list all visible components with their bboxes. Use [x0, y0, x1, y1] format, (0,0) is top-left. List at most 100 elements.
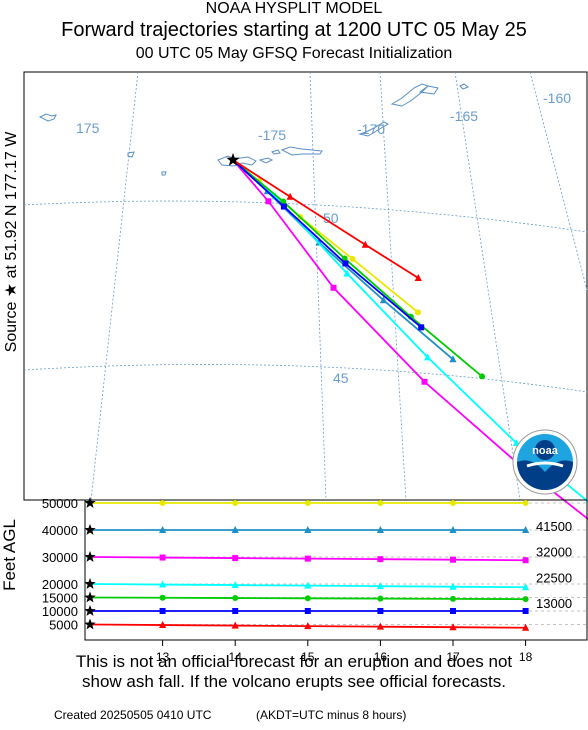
track-point — [424, 353, 432, 361]
title-model: NOAA HYSPLIT MODEL — [205, 0, 383, 17]
lon-label: -165 — [450, 108, 478, 124]
track-line — [232, 159, 588, 521]
height-point — [522, 608, 529, 614]
height-point — [522, 557, 529, 564]
x-tick-label: 14 — [229, 650, 243, 664]
island-6 — [280, 146, 323, 156]
track-point — [342, 260, 349, 267]
height-source-star — [84, 551, 96, 562]
track-point — [343, 269, 351, 277]
height-point — [232, 608, 239, 614]
y-tick-label: 20000 — [42, 577, 78, 592]
y-tick-label: 50000 — [42, 496, 78, 511]
y-tick-label: 10000 — [42, 604, 78, 619]
lat-45-line — [23, 364, 588, 393]
created-timestamp: Created 20250505 0410 UTC — [54, 708, 212, 722]
lon-label: 175 — [76, 120, 100, 136]
right-height-label: 13000 — [536, 596, 572, 611]
y-tick-label: 5000 — [49, 618, 78, 633]
track-series-5 — [232, 159, 425, 331]
height-point — [232, 500, 239, 506]
y-tick-label: 40000 — [42, 523, 78, 538]
logo-text: noaa — [532, 445, 559, 457]
track-point — [330, 284, 337, 291]
height-point — [522, 526, 530, 533]
title-main: Forward trajectories starting at 1200 UT… — [61, 19, 527, 41]
track-point — [286, 192, 294, 200]
track-point — [341, 255, 348, 262]
height-point — [522, 623, 530, 631]
lon-175-line — [90, 71, 139, 501]
height-point — [450, 556, 456, 563]
y-tick-label: 15000 — [42, 591, 78, 606]
source-star-icon — [226, 153, 240, 166]
height-point — [450, 608, 456, 614]
disclaimer-line-2: show ash fall. If the volcano erupts see… — [82, 672, 506, 691]
island-10 — [459, 83, 470, 90]
timezone-note: (AKDT=UTC minus 8 hours) — [256, 708, 407, 722]
height-point — [522, 583, 530, 591]
map-grid-labels: 175 -175 -170 -165 -160 50 45 — [76, 90, 571, 386]
title-init: 00 UTC 05 May GFSQ Forecast Initializati… — [135, 45, 453, 62]
island-0 — [38, 113, 57, 122]
track-line — [232, 159, 419, 279]
island-9 — [418, 85, 439, 95]
height-series-5 — [84, 605, 529, 616]
track-point — [379, 296, 388, 304]
height-series — [84, 497, 530, 631]
height-point — [377, 500, 384, 506]
height-point — [376, 622, 384, 630]
height-gridlines — [85, 502, 587, 625]
track-point — [449, 355, 457, 363]
track-point — [315, 238, 323, 246]
island-7 — [358, 121, 390, 137]
track-point — [421, 378, 428, 385]
height-panel-frame — [84, 499, 588, 641]
height-point — [232, 595, 239, 602]
height-point — [449, 526, 457, 533]
track-point — [414, 273, 422, 281]
x-tick-label: 16 — [374, 650, 388, 664]
x-tick-label: 13 — [156, 650, 170, 664]
height-source-star — [84, 605, 96, 616]
trajectory-tracks — [232, 159, 588, 521]
island-5 — [271, 149, 281, 155]
right-height-label: 32000 — [536, 545, 572, 560]
lon-label: -175 — [258, 127, 286, 143]
map-landmasses — [38, 83, 470, 176]
height-series-6 — [84, 618, 530, 631]
disclaimer: This is not an official forecast for an … — [0, 652, 588, 692]
x-tick-label: 18 — [519, 650, 533, 664]
height-point — [159, 554, 166, 561]
track-point — [479, 373, 486, 380]
track-point — [414, 309, 421, 316]
height-point — [231, 581, 239, 589]
source-star — [226, 153, 240, 166]
lon-195-line — [454, 71, 521, 501]
lat-50-line — [23, 200, 588, 233]
height-point — [522, 500, 529, 506]
height-source-star — [84, 578, 96, 589]
height-point — [304, 595, 311, 602]
height-series-2 — [84, 551, 529, 564]
height-point — [376, 526, 384, 533]
height-source-star — [84, 524, 96, 535]
height-source-star — [84, 618, 96, 630]
lon-label: -170 — [357, 121, 385, 137]
disclaimer-line-1: This is not an official forecast for an … — [75, 652, 513, 671]
height-point — [159, 594, 166, 601]
map-gridlines — [23, 71, 588, 501]
right-height-label: 41500 — [536, 519, 572, 534]
island-1 — [127, 151, 135, 158]
height-point — [449, 623, 457, 631]
lon-label: -160 — [543, 90, 571, 106]
height-right-labels: 41500 32000 22500 13000 — [536, 519, 572, 611]
time-tick-labels: 13 14 15 16 17 18 — [156, 640, 533, 664]
map-frame — [23, 71, 588, 501]
island-3 — [217, 155, 257, 167]
height-point — [304, 555, 311, 562]
right-height-label: 22500 — [536, 570, 572, 585]
track-point — [265, 198, 272, 205]
track-point — [349, 255, 356, 262]
